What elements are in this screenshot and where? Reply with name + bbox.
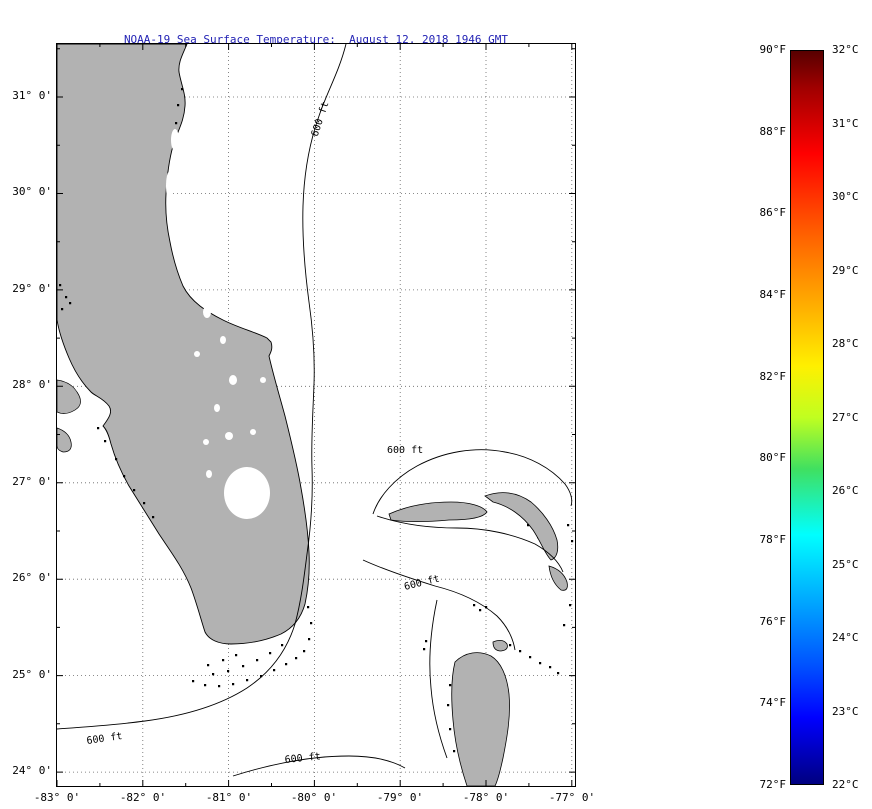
cbar-c-22: 22°C xyxy=(832,778,859,791)
cbar-f-80: 80°F xyxy=(759,451,787,464)
map-plot: 600 ft 600 ft 600 ft 600 ft 600 ft xyxy=(56,43,576,787)
temperature-colorbar xyxy=(790,50,824,785)
lon-label-82: -82° 0' xyxy=(119,791,167,804)
contour-florida-east xyxy=(57,44,347,730)
cbar-c-26: 26°C xyxy=(832,484,859,497)
lon-label-79: -79° 0' xyxy=(376,791,424,804)
cbar-c-25: 25°C xyxy=(832,558,859,571)
lat-label-29: 29° 0' xyxy=(12,282,52,295)
cbar-c-28: 28°C xyxy=(832,337,859,350)
bathymetry-contours xyxy=(57,44,573,777)
contour-northwest-providence xyxy=(362,559,516,651)
contour-label-providence: 600 ft xyxy=(403,573,441,592)
grand-bahama-island xyxy=(388,501,488,522)
axis-minor-ticks xyxy=(57,44,575,786)
contour-label-south: 600 ft xyxy=(284,751,321,766)
lon-label-83: -83° 0' xyxy=(33,791,81,804)
cbar-c-24: 24°C xyxy=(832,631,859,644)
new-providence-island xyxy=(492,640,508,652)
cbar-f-76: 76°F xyxy=(759,615,787,628)
lat-label-31: 31° 0' xyxy=(12,89,52,102)
cbar-c-23: 23°C xyxy=(832,705,859,718)
cbar-c-30: 30°C xyxy=(832,190,859,203)
lon-label-80: -80° 0' xyxy=(290,791,338,804)
cbar-c-29: 29°C xyxy=(832,264,859,277)
contour-label-bank: 600 ft xyxy=(387,445,423,456)
lat-label-24: 24° 0' xyxy=(12,764,52,777)
cbar-c-31: 31°C xyxy=(832,117,859,130)
cbar-f-74: 74°F xyxy=(759,696,787,709)
cbar-f-86: 86°F xyxy=(759,206,787,219)
contour-little-bahama-bank xyxy=(372,449,573,515)
cbar-f-78: 78°F xyxy=(759,533,787,546)
lakes xyxy=(166,129,270,519)
eleuthera-island xyxy=(548,565,568,591)
lake-okeechobee xyxy=(224,467,270,519)
lat-label-25: 25° 0' xyxy=(12,668,52,681)
lon-label-78: -78° 0' xyxy=(462,791,510,804)
abaco-island xyxy=(484,492,559,561)
cbar-f-88: 88°F xyxy=(759,125,787,138)
cbar-f-84: 84°F xyxy=(759,288,787,301)
title-line1: NOAA-19 Sea Surface Temperature: August … xyxy=(123,33,509,46)
cbar-f-72: 72°F xyxy=(759,778,787,791)
lon-label-81: -81° 0' xyxy=(205,791,253,804)
lon-label-77: -77° 0' xyxy=(548,791,596,804)
contour-tongue-of-ocean xyxy=(429,599,448,759)
contour-south-bottom xyxy=(232,755,406,777)
map-canvas: 600 ft 600 ft 600 ft 600 ft 600 ft xyxy=(57,44,575,786)
lat-label-27: 27° 0' xyxy=(12,475,52,488)
cbar-c-27: 27°C xyxy=(832,411,859,424)
andros-island xyxy=(451,652,510,786)
contour-label-keys-west: 600 ft xyxy=(86,731,123,747)
lat-label-26: 26° 0' xyxy=(12,571,52,584)
coastal-patch-west xyxy=(57,379,81,453)
contour-label-east: 600 ft xyxy=(310,100,332,138)
lat-label-30: 30° 0' xyxy=(12,185,52,198)
florida-land xyxy=(57,44,310,645)
axis-major-ticks xyxy=(57,44,575,786)
cbar-c-32: 32°C xyxy=(832,43,859,56)
cbar-f-90: 90°F xyxy=(759,43,787,56)
cbar-f-82: 82°F xyxy=(759,370,787,383)
contour-bank-south xyxy=(376,515,564,573)
lat-label-28: 28° 0' xyxy=(12,378,52,391)
bahamas-land xyxy=(388,492,568,786)
